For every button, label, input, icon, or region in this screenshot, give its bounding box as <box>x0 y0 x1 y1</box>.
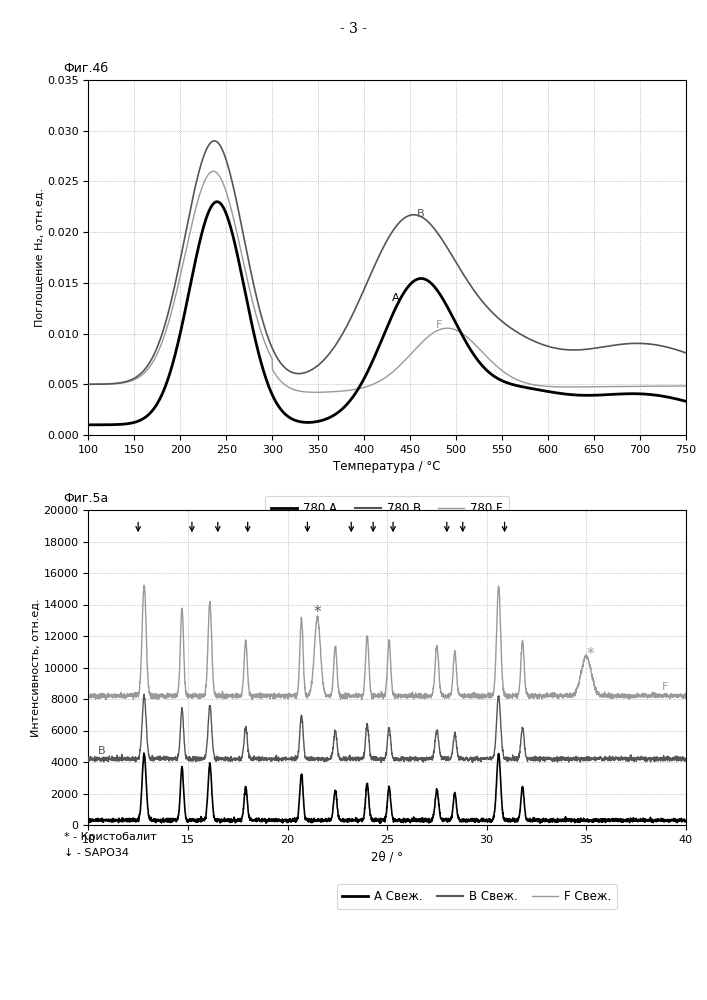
Text: B: B <box>98 746 106 756</box>
Text: A: A <box>392 293 399 303</box>
Text: Фиг.4б: Фиг.4б <box>64 62 109 75</box>
Text: Фиг.5а: Фиг.5а <box>64 492 109 505</box>
Text: ↓ - SAPO34: ↓ - SAPO34 <box>64 848 129 858</box>
Text: *: * <box>314 605 321 620</box>
Text: F: F <box>436 320 442 330</box>
Text: B: B <box>416 209 424 219</box>
X-axis label: Температура / °C: Температура / °C <box>333 460 441 473</box>
Y-axis label: Интенсивность, отн.ед.: Интенсивность, отн.ед. <box>30 598 41 737</box>
Text: *: * <box>586 647 594 662</box>
Text: F: F <box>662 682 668 692</box>
Text: - 3 -: - 3 - <box>340 22 367 36</box>
Legend: A Свеж., B Свеж., F Свеж.: A Свеж., B Свеж., F Свеж. <box>337 884 617 909</box>
Legend: 780 A, 780 B, 780 F: 780 A, 780 B, 780 F <box>265 496 509 521</box>
Y-axis label: Поглощение H₂, отн.ед.: Поглощение H₂, отн.ед. <box>34 188 44 327</box>
X-axis label: 2θ / °: 2θ / ° <box>371 850 403 863</box>
Text: * - Кристобалит: * - Кристобалит <box>64 832 156 842</box>
